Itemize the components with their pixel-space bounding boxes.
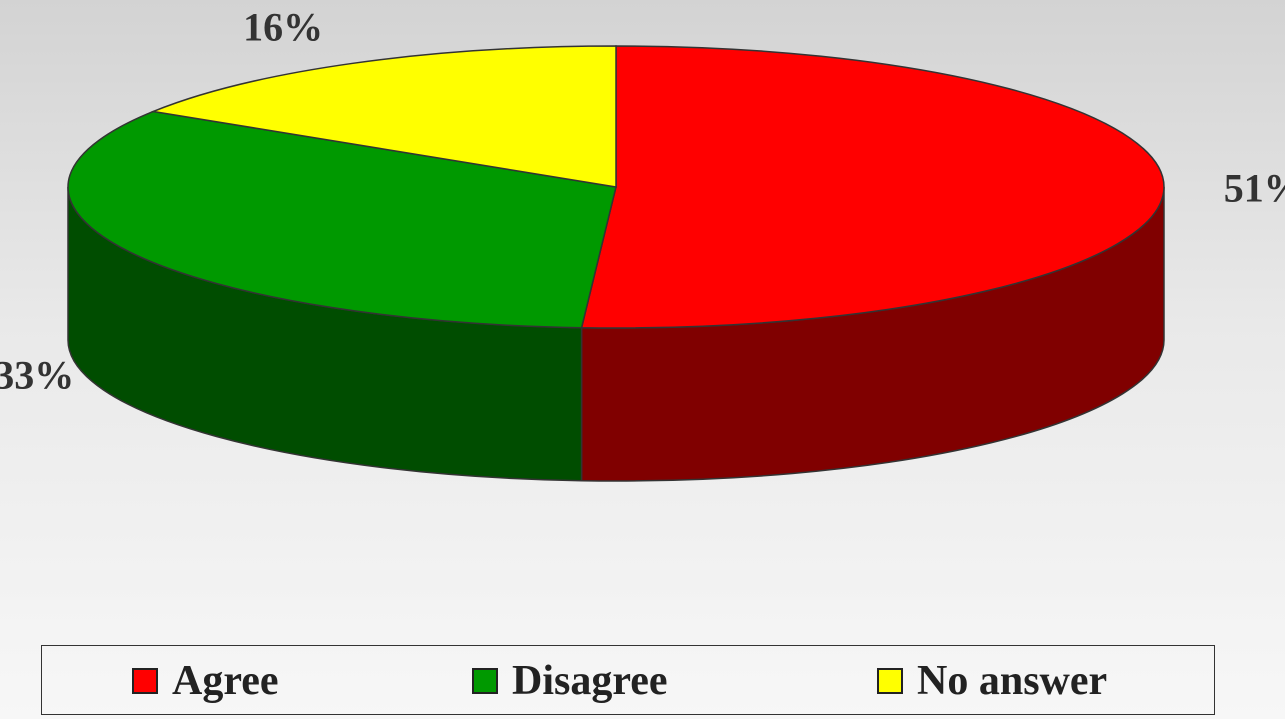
legend: Agree Disagree No answer xyxy=(41,645,1215,715)
legend-item-no-answer: No answer xyxy=(877,646,1107,716)
legend-swatch-disagree xyxy=(472,668,498,694)
pie-chart: 51% 33% 16% xyxy=(0,4,1285,482)
legend-label-agree: Agree xyxy=(172,658,279,704)
legend-item-disagree: Disagree xyxy=(472,646,668,716)
legend-label-disagree: Disagree xyxy=(512,658,668,704)
pie-tops xyxy=(67,45,1165,329)
pct-label-no-answer: 16% xyxy=(243,4,323,49)
pie-slice-disagree xyxy=(67,110,617,329)
legend-label-no-answer: No answer xyxy=(917,658,1108,704)
legend-swatch-agree xyxy=(132,668,158,694)
legend-item-agree: Agree xyxy=(132,646,279,716)
legend-swatch-no-answer xyxy=(877,668,903,694)
pie-slice-agree xyxy=(580,45,1165,329)
pie-labels: 51% 33% 16% xyxy=(0,4,1285,397)
pct-label-disagree: 33% xyxy=(0,353,74,398)
pct-label-agree: 51% xyxy=(1224,166,1285,211)
pie-slice-no-answer xyxy=(150,45,617,188)
